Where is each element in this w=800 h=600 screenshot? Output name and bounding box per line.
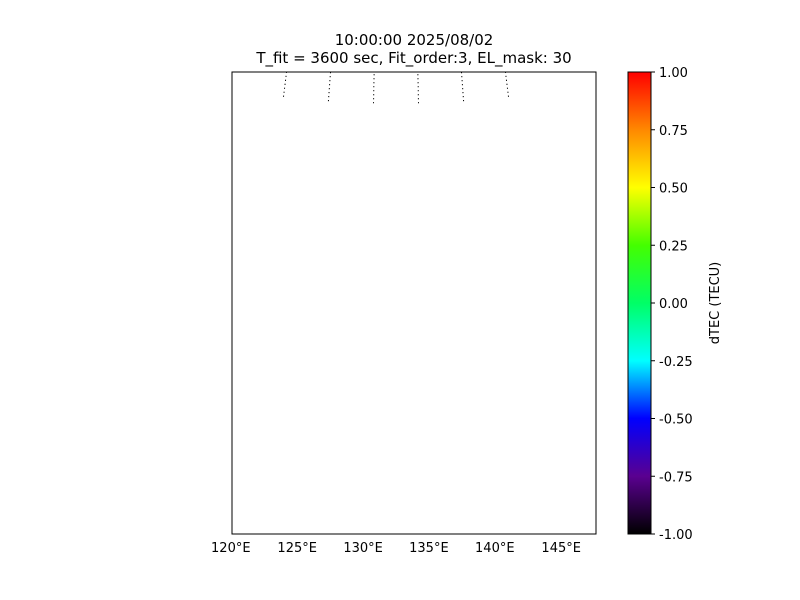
dtec-cell-point <box>327 12 340 25</box>
colorbar-tick-label: 0.75 <box>659 124 688 139</box>
lon-tick-label: 140°E <box>475 541 515 556</box>
meridian-line <box>460 72 465 102</box>
dtec-cell <box>381 0 394 9</box>
dtec-cell-point <box>341 11 354 24</box>
meridian-line <box>283 72 288 97</box>
meridian-line <box>373 72 375 104</box>
lon-tick-label: 145°E <box>541 541 581 556</box>
dtec-cell <box>386 0 399 1</box>
dtec-cell-point <box>334 9 347 22</box>
map-frame <box>231 71 597 535</box>
colorbar-tick-label: -0.50 <box>659 413 693 428</box>
meridian-line <box>417 72 419 104</box>
meridian-line <box>327 72 332 102</box>
dtec-cells <box>306 0 469 25</box>
lon-tick-label: 130°E <box>343 541 383 556</box>
colorbar-tick-label: -1.00 <box>659 528 693 543</box>
axis-tick-labels: 45°N40°N35°N30°N25°N120°E125°E130°E135°E… <box>211 541 581 556</box>
lon-tick-label: 135°E <box>409 541 449 556</box>
colorbar-tick-label: 0.25 <box>659 239 688 254</box>
map-title-time: 10:00:00 2025/08/02 <box>334 31 494 49</box>
dtec-cell <box>373 0 386 2</box>
dtec-cell <box>382 0 395 2</box>
meridian-line <box>504 72 509 97</box>
lon-tick-label: 125°E <box>277 541 317 556</box>
dtec-cell <box>388 0 401 8</box>
colorbar-tick-label: 1.00 <box>659 66 688 81</box>
colorbar: 1.00 0.75 0.50 0.25 0.00 -0.25 -0.50 -0.75 -1.00… <box>627 66 723 543</box>
dtec-cell <box>373 0 386 11</box>
lon-tick-label: 120°E <box>211 541 251 556</box>
dtec-cell <box>347 0 360 1</box>
colorbar-tick-label: 0.50 <box>659 182 688 197</box>
dtec-cell-point <box>321 10 334 23</box>
dtec-cell <box>377 0 390 2</box>
dtec-cell <box>368 0 381 11</box>
colorbar-tick-label: -0.75 <box>659 470 693 485</box>
dtec-cell <box>346 0 359 10</box>
colorbar-tick-label: 0.00 <box>659 297 688 312</box>
dtec-cell <box>360 0 373 7</box>
colorbar-tick-label: -0.25 <box>659 355 693 370</box>
colorbar-gradient <box>627 71 652 535</box>
dtec-cell-point <box>380 2 393 15</box>
graticule <box>283 72 509 104</box>
colorbar-label: dTEC (TECU) <box>708 262 723 345</box>
map-title-params: T_fit = 3600 sec, Fit_order:3, EL_mask: … <box>256 49 572 67</box>
